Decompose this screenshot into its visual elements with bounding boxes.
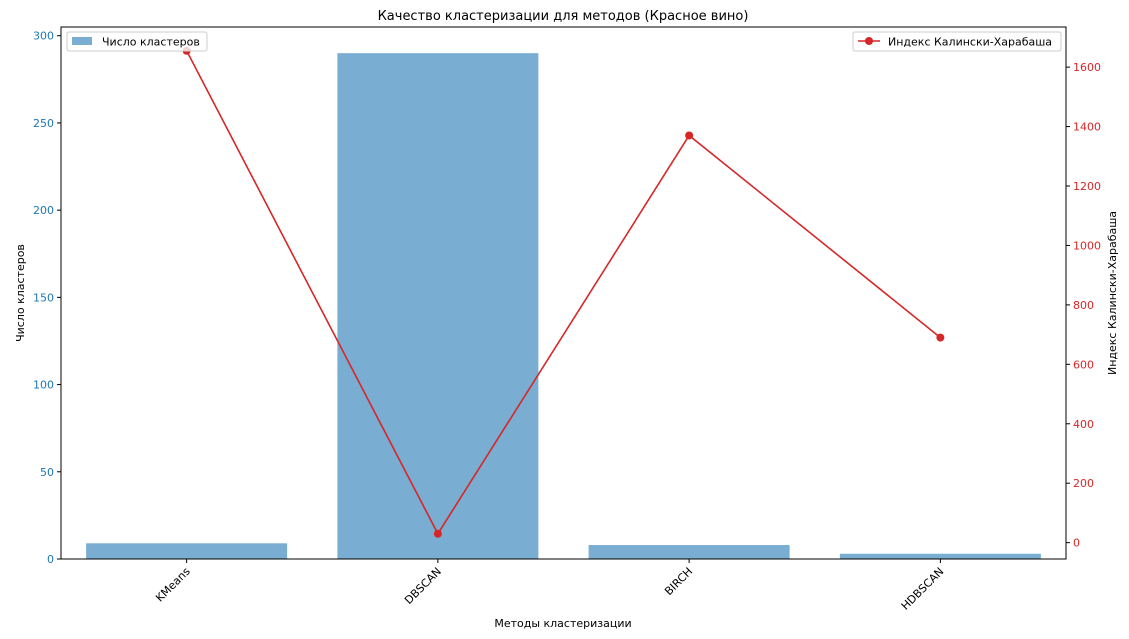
legend-bar-swatch (72, 37, 92, 45)
y-right-tick-label: 0 (1073, 537, 1080, 550)
y-left-tick-label: 100 (33, 379, 54, 392)
y-axis-right: 0 200 400 600 800 1000 1200 1400 1600 (1066, 61, 1101, 550)
x-tick-label-birch: BIRCH (662, 565, 695, 598)
y-right-tick-label: 600 (1073, 358, 1094, 371)
y-left-tick-label: 50 (40, 466, 54, 479)
y-left-tick-label: 0 (47, 553, 54, 566)
legend-bar-label: Число кластеров (102, 36, 200, 49)
line-point-birch (685, 131, 694, 140)
y-right-tick-label: 400 (1073, 418, 1094, 431)
x-axis: KMeans DBSCAN BIRCH HDBSCAN (153, 559, 946, 613)
y-right-tick-label: 1200 (1073, 180, 1101, 193)
bar-kmeans (86, 543, 288, 559)
y-axis-left-label: Число кластеров (14, 244, 27, 342)
line-series (182, 46, 945, 538)
y-left-tick-label: 300 (33, 30, 54, 43)
x-axis-label: Методы кластеризации (494, 617, 631, 630)
bar-dbscan (337, 53, 539, 559)
bar-hdbscan (839, 553, 1041, 559)
y-axis-left: 0 50 100 150 200 250 300 (33, 30, 61, 566)
bar-series (86, 53, 1041, 559)
legend-bars: Число кластеров (66, 31, 208, 52)
x-tick-label-dbscan: DBSCAN (402, 565, 444, 607)
legend-line-label: Индекс Калински-Харабаша (888, 36, 1052, 49)
y-right-tick-label: 200 (1073, 477, 1094, 490)
legend-line-marker (865, 37, 873, 45)
line-point-hdbscan (936, 333, 945, 342)
legend-bars-frame (66, 31, 208, 52)
line-path (185, 50, 941, 536)
line-point-dbscan (433, 529, 442, 538)
y-left-tick-label: 150 (33, 291, 54, 304)
y-right-tick-label: 1000 (1073, 239, 1101, 252)
legend-line: Индекс Калински-Харабаша (852, 31, 1062, 52)
y-left-tick-label: 250 (33, 117, 54, 130)
x-tick-label-hdbscan: HDBSCAN (899, 565, 947, 613)
y-right-tick-label: 800 (1073, 299, 1094, 312)
bar-birch (588, 545, 790, 559)
y-axis-right-label: Индекс Калински-Харабаша (1106, 211, 1119, 375)
x-tick-label-kmeans: KMeans (153, 565, 193, 605)
y-left-tick-label: 200 (33, 204, 54, 217)
plot-frame (60, 26, 1067, 560)
chart-title: Качество кластеризации для методов (Крас… (378, 9, 749, 24)
y-right-tick-label: 1400 (1073, 121, 1101, 134)
legend-line-frame (852, 31, 1062, 52)
y-right-tick-label: 1600 (1073, 61, 1101, 74)
